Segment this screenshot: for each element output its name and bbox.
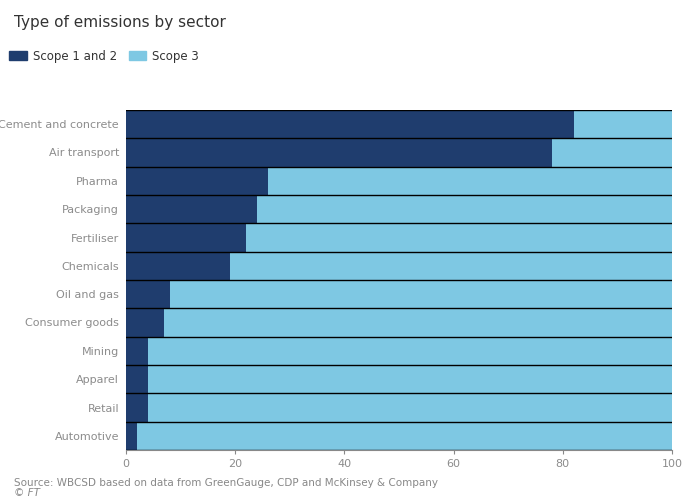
Bar: [126, 252, 672, 280]
Bar: [126, 166, 672, 195]
Bar: [126, 110, 574, 138]
Bar: [126, 336, 672, 365]
Text: Source: WBCSD based on data from GreenGauge, CDP and McKinsey & Company: Source: WBCSD based on data from GreenGa…: [14, 478, 438, 488]
Bar: [126, 422, 672, 450]
Bar: [126, 280, 169, 308]
Bar: [126, 195, 672, 224]
Bar: [126, 308, 672, 336]
Bar: [126, 224, 246, 252]
Text: Type of emissions by sector: Type of emissions by sector: [14, 15, 226, 30]
Bar: [126, 336, 148, 365]
Bar: [126, 394, 148, 421]
Bar: [126, 308, 164, 336]
Bar: [126, 422, 137, 450]
Bar: [126, 224, 672, 252]
Text: © FT: © FT: [14, 488, 40, 498]
Bar: [126, 110, 672, 138]
Bar: [126, 365, 672, 394]
Bar: [126, 280, 672, 308]
Bar: [126, 195, 257, 224]
Bar: [126, 252, 230, 280]
Bar: [126, 138, 672, 166]
Bar: [126, 166, 268, 195]
Bar: [126, 394, 672, 421]
Legend: Scope 1 and 2, Scope 3: Scope 1 and 2, Scope 3: [9, 50, 199, 62]
Bar: [126, 365, 148, 394]
Bar: [126, 138, 552, 166]
